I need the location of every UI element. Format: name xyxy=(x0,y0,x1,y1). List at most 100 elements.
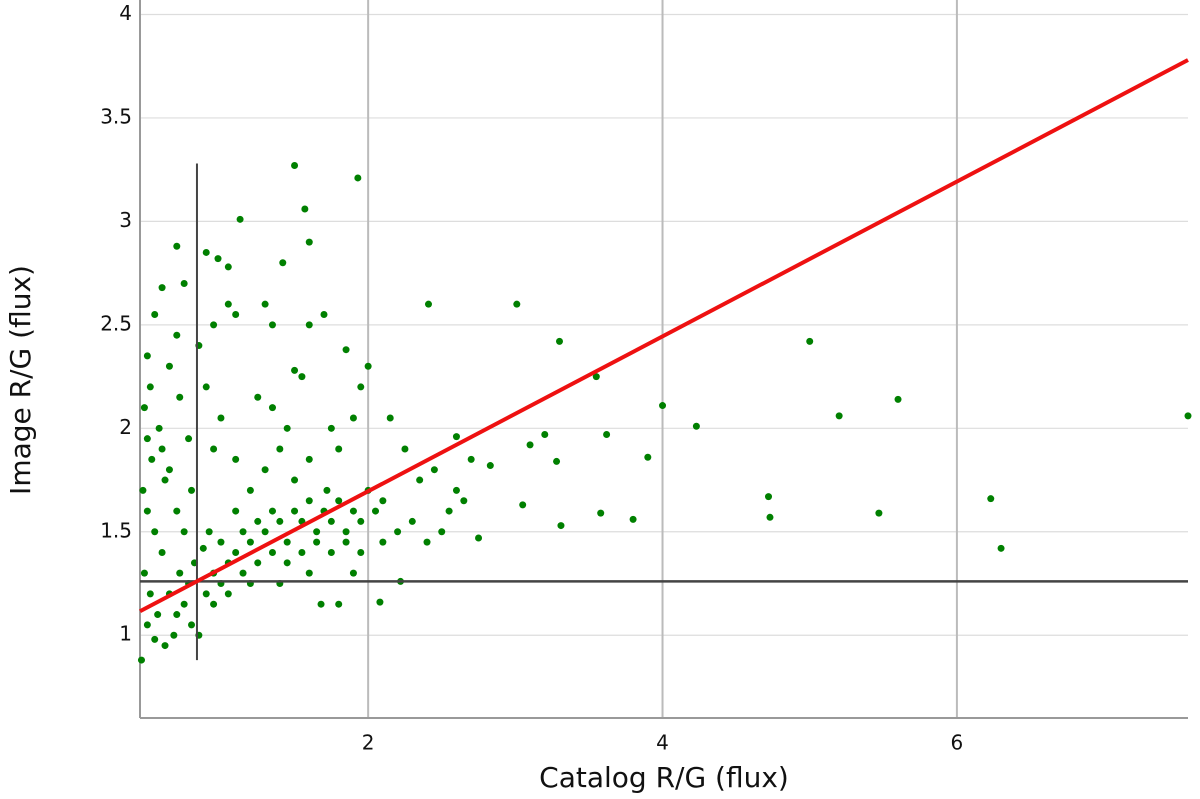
point xyxy=(379,538,387,546)
x-axis-title: Catalog R/G (flux) xyxy=(539,761,789,794)
point xyxy=(176,393,184,401)
point xyxy=(154,611,162,619)
x-tick-label: 4 xyxy=(656,731,669,755)
point xyxy=(317,600,325,608)
point xyxy=(835,412,843,420)
point xyxy=(261,300,269,308)
point xyxy=(313,528,321,536)
point xyxy=(151,528,159,536)
point xyxy=(335,600,343,608)
point xyxy=(291,507,299,515)
point xyxy=(424,300,432,308)
point xyxy=(268,507,276,515)
point xyxy=(165,362,173,370)
point xyxy=(644,453,652,461)
point xyxy=(592,373,600,381)
point xyxy=(261,466,269,474)
point xyxy=(232,311,240,319)
point xyxy=(173,611,181,619)
point xyxy=(305,569,313,577)
point xyxy=(357,517,365,525)
point xyxy=(261,528,269,536)
point xyxy=(210,445,218,453)
y-tick-label: 1.5 xyxy=(100,518,132,542)
point xyxy=(629,515,637,523)
y-tick-label: 2.5 xyxy=(100,311,132,335)
point xyxy=(236,215,244,223)
point xyxy=(279,259,287,267)
point xyxy=(997,544,1005,552)
point xyxy=(224,263,232,271)
point xyxy=(460,497,468,505)
point xyxy=(430,466,438,474)
point xyxy=(151,311,159,319)
point xyxy=(513,300,521,308)
point xyxy=(180,279,188,287)
point xyxy=(224,300,232,308)
point xyxy=(232,507,240,515)
point xyxy=(268,404,276,412)
point xyxy=(276,517,284,525)
point xyxy=(246,486,254,494)
point xyxy=(452,486,460,494)
point xyxy=(161,476,169,484)
point xyxy=(597,509,605,517)
point xyxy=(305,321,313,329)
y-tick-label: 3 xyxy=(119,208,132,232)
y-tick-label: 2 xyxy=(119,415,132,439)
point xyxy=(188,486,196,494)
point xyxy=(765,493,773,501)
y-axis-title: Image R/G (flux) xyxy=(4,265,37,495)
point xyxy=(146,590,154,598)
point xyxy=(224,590,232,598)
point xyxy=(185,435,193,443)
point xyxy=(232,455,240,463)
point xyxy=(188,621,196,629)
point xyxy=(416,476,424,484)
point xyxy=(557,522,565,530)
point xyxy=(467,455,475,463)
point xyxy=(148,455,156,463)
point xyxy=(327,517,335,525)
point xyxy=(320,311,328,319)
point xyxy=(140,569,148,577)
point xyxy=(158,548,166,556)
point xyxy=(401,445,409,453)
point xyxy=(519,501,527,509)
point xyxy=(214,255,222,263)
point xyxy=(173,242,181,250)
point xyxy=(349,569,357,577)
point xyxy=(246,538,254,546)
point xyxy=(254,559,262,567)
point xyxy=(143,435,151,443)
point xyxy=(180,600,188,608)
point xyxy=(202,590,210,598)
point xyxy=(555,337,563,345)
point xyxy=(202,248,210,256)
point xyxy=(379,497,387,505)
point xyxy=(291,162,299,170)
point xyxy=(335,497,343,505)
point xyxy=(210,600,218,608)
point xyxy=(313,538,321,546)
point xyxy=(232,548,240,556)
point xyxy=(283,424,291,432)
point xyxy=(151,635,159,643)
point xyxy=(408,517,416,525)
point xyxy=(254,517,262,525)
point xyxy=(210,321,218,329)
point xyxy=(603,431,611,439)
point xyxy=(305,455,313,463)
point xyxy=(659,402,667,410)
point xyxy=(376,598,384,606)
point xyxy=(301,205,309,213)
point xyxy=(541,431,549,439)
point xyxy=(158,445,166,453)
point xyxy=(766,513,774,521)
point xyxy=(161,642,169,650)
point xyxy=(364,362,372,370)
point xyxy=(438,528,446,536)
point xyxy=(165,466,173,474)
point xyxy=(394,528,402,536)
